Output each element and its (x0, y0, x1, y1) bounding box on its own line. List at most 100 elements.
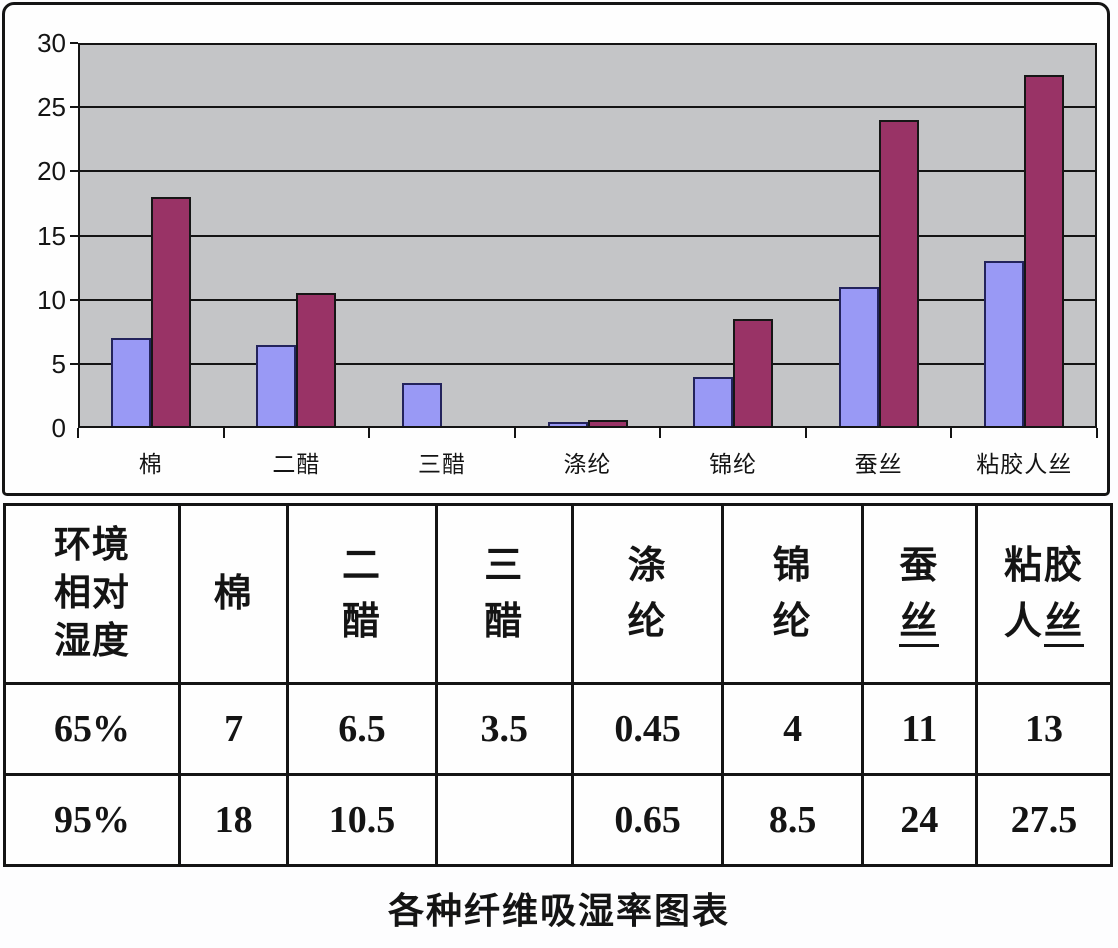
value-cell: 3.5 (434, 682, 574, 776)
header-line: 锦 (772, 544, 813, 587)
y-axis-tick (70, 234, 78, 237)
y-axis-tick (70, 298, 78, 301)
bar-series-1 (984, 261, 1025, 428)
x-axis-tick (1096, 428, 1098, 438)
category-group-4 (515, 43, 661, 428)
value-cell: 13 (974, 682, 1114, 776)
header-cell: 锦纶 (721, 503, 864, 685)
header-line: 二 (342, 544, 383, 587)
value-cell: 10.5 (286, 773, 438, 867)
value-cell: 4 (721, 682, 864, 776)
x-axis-tick (222, 428, 225, 438)
header-line: 粘胶 (1003, 544, 1084, 587)
bar-series-2 (150, 197, 191, 428)
header-line: 丝 (864, 594, 975, 650)
table-header-row: 环境 相对 湿度棉二醋三醋涤纶锦纶蚕丝粘胶 人丝 (3, 503, 1114, 685)
x-axis-labels: 棉 二醋 三醋 涤纶 锦纶 蚕丝 粘胶人丝 (78, 445, 1097, 479)
header-line: 蚕 (899, 544, 940, 587)
bar-series-1 (838, 286, 879, 428)
x-axis-category-label: 涤纶 (563, 452, 612, 477)
underlined-char: 丝 (899, 601, 940, 647)
y-axis-tick-label: 25 (37, 92, 66, 123)
y-axis-tick-label: 20 (37, 156, 66, 187)
header-line: 醋 (342, 601, 383, 643)
header-cell: 环境 相对 湿度 (3, 503, 181, 685)
bars-container (78, 43, 1097, 428)
header-line: 纶 (627, 601, 668, 643)
y-axis-tick-label: 15 (37, 220, 66, 251)
bar-series-1 (401, 383, 442, 428)
y-axis-tick-label: 30 (37, 28, 66, 58)
table-row: 95% 18 10.5 0.65 8.5 24 27.5 (3, 773, 1114, 867)
fiber-absorption-bar-chart: 0 5 10 15 20 25 30 棉 二醋 三醋 涤纶 锦纶 蚕丝 粘胶人丝 (2, 2, 1110, 496)
bar-series-1 (693, 376, 734, 428)
value-cell: 18 (177, 773, 290, 867)
header-cell: 二醋 (286, 503, 438, 685)
category-group-6 (806, 43, 952, 428)
bar-series-1 (547, 422, 588, 428)
header-line: 纶 (772, 601, 813, 643)
gridline (78, 106, 1097, 109)
fiber-absorption-table: 环境 相对 湿度棉二醋三醋涤纶锦纶蚕丝粘胶 人丝 65% 7 6.5 3.5 0.45 4 11 1… (3, 503, 1114, 867)
value-cell: 6.5 (286, 682, 438, 776)
table-header: 环境 相对 湿度棉二醋三醋涤纶锦纶蚕丝粘胶 人丝 (3, 503, 1114, 685)
header-line: 湿度 (53, 621, 130, 663)
underlined-char: 丝 (1043, 601, 1084, 647)
value-cell: 8.5 (721, 773, 864, 867)
bar-series-2 (587, 419, 628, 428)
category-group-5 (660, 43, 806, 428)
gridline (78, 234, 1097, 237)
bar-series-2 (733, 318, 774, 428)
row-label: 65% (3, 682, 181, 776)
plot-area (78, 43, 1097, 428)
header-line: 人丝 (978, 594, 1110, 650)
row-label: 95% (3, 773, 181, 867)
value-cell: 7 (177, 682, 290, 776)
y-axis-tick-label: 5 (51, 348, 66, 379)
table-body: 65% 7 6.5 3.5 0.45 4 11 13 95% 18 10.5 0.65 8.5 24 27.… (3, 682, 1114, 867)
category-group-7 (951, 43, 1097, 428)
header-cell: 粘胶人丝 (974, 503, 1114, 685)
header-cell: 三醋 (434, 503, 574, 685)
category-group-3 (369, 43, 515, 428)
gridline (78, 170, 1097, 173)
value-cell: 27.5 (974, 773, 1114, 867)
chart-caption: 各种纤维吸湿率图表 (387, 891, 730, 931)
header-cell: 棉 (177, 503, 290, 685)
header-cell: 涤纶 (570, 503, 725, 685)
x-axis-tick (513, 428, 516, 438)
category-group-2 (224, 43, 370, 428)
gridline (78, 362, 1097, 365)
x-axis-tick (804, 428, 807, 438)
y-axis-tick-label: 0 (51, 413, 66, 443)
x-axis-category-label: 棉 (138, 452, 163, 477)
header-cell: 蚕丝 (860, 503, 978, 685)
x-axis-tick (950, 428, 953, 438)
bar-series-1 (110, 338, 151, 428)
header-line: 相对 (53, 572, 130, 614)
header-line: 环境 (53, 524, 130, 566)
header-line: 涤 (627, 544, 668, 587)
y-axis-tick (70, 42, 78, 44)
x-axis-tick (77, 428, 79, 438)
category-group-1 (78, 43, 224, 428)
bar-series-1 (256, 344, 297, 428)
bar-series-2 (878, 120, 919, 428)
x-axis-tick (368, 428, 371, 438)
x-axis-category-label: 粘胶人丝 (976, 452, 1073, 477)
value-cell: 24 (860, 773, 978, 867)
table-row: 65% 7 6.5 3.5 0.45 4 11 13 (3, 682, 1114, 776)
value-cell: 0.45 (570, 682, 725, 776)
x-axis-category-label: 三醋 (417, 452, 466, 477)
y-axis-tick (70, 106, 78, 109)
x-axis-category-label: 二醋 (272, 452, 321, 477)
x-axis-tick-marks (77, 428, 1098, 438)
bar-series-2 (296, 293, 337, 428)
x-axis-tick (659, 428, 662, 438)
header-line: 醋 (484, 601, 525, 643)
value-cell: 0.65 (570, 773, 725, 867)
gridline (78, 298, 1097, 301)
bar-series-2 (1024, 75, 1065, 428)
header-line: 棉 (213, 572, 254, 615)
y-axis-tick (70, 362, 78, 365)
